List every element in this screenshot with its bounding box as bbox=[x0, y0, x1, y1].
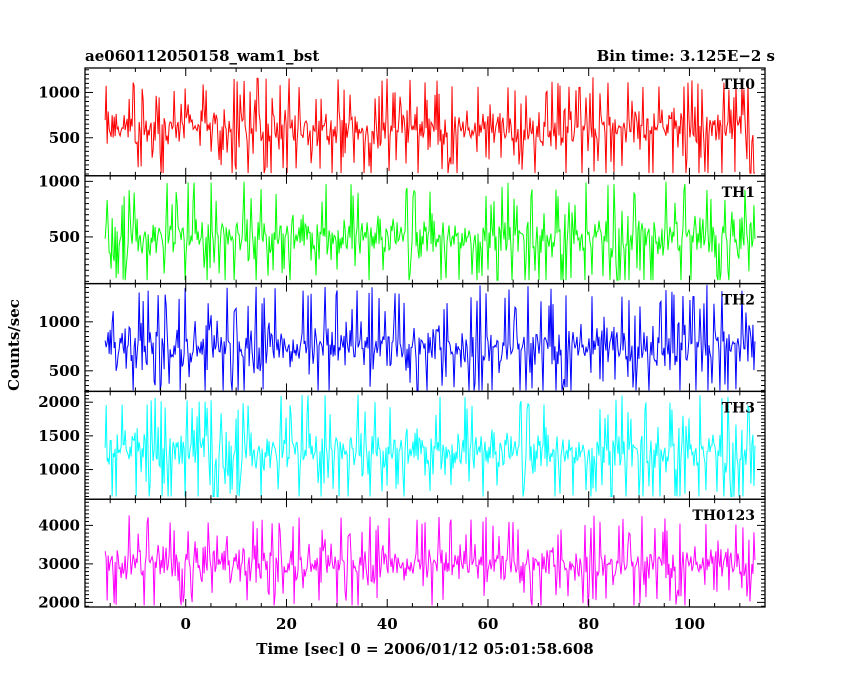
panel-frame bbox=[84, 282, 766, 393]
x-tick-label: 80 bbox=[578, 615, 599, 633]
x-tick-label: 40 bbox=[377, 615, 398, 633]
series-trace-th0 bbox=[104, 77, 755, 174]
y-tick-label: 1000 bbox=[38, 313, 80, 331]
panel-th0123: 2000 3000 4000 TH0123 bbox=[38, 498, 766, 611]
y-tick-label: 500 bbox=[49, 129, 80, 147]
panel-label: TH1 bbox=[722, 185, 755, 201]
y-tick-label: 1000 bbox=[38, 83, 80, 101]
x-tick-label: 60 bbox=[478, 615, 499, 633]
series-trace-th1 bbox=[104, 181, 756, 281]
panel-th3: 1000 1500 2000 TH3 bbox=[38, 390, 766, 500]
x-tick-label: 100 bbox=[674, 615, 705, 633]
y-tick-label: 1000 bbox=[38, 172, 80, 190]
y-tick-label: 3000 bbox=[38, 555, 80, 573]
y-tick-label: 500 bbox=[49, 362, 80, 380]
bin-time-label: Bin time: 3.125E−2 s bbox=[597, 47, 775, 65]
x-tick-label: 20 bbox=[276, 615, 297, 633]
panel-th1: 500 1000 TH1 bbox=[38, 172, 766, 285]
panel-th2: 500 1000 TH2 bbox=[38, 282, 766, 393]
y-tick-label: 500 bbox=[49, 228, 80, 246]
panel-frame bbox=[84, 498, 766, 608]
y-tick-label: 2000 bbox=[38, 593, 80, 611]
panel-label: TH2 bbox=[722, 293, 755, 309]
panel-label: TH3 bbox=[722, 400, 755, 416]
series-trace-th3 bbox=[104, 394, 756, 497]
y-tick-label: 1000 bbox=[38, 461, 80, 479]
y-axis-label: Counts/sec bbox=[5, 299, 23, 391]
series-trace-th0123 bbox=[104, 515, 756, 606]
panel-th0: 500 1000 TH0 bbox=[38, 67, 766, 177]
y-tick-label: 2000 bbox=[38, 393, 80, 411]
chart-title: ae060112050158_wam1_bst bbox=[85, 47, 319, 65]
panels-group: 500 1000 TH0 500 1000 TH1 500 1000 TH2 1000 1500 20… bbox=[38, 67, 766, 611]
y-tick-label: 4000 bbox=[38, 516, 80, 534]
y-tick-label: 1500 bbox=[38, 427, 80, 445]
series-trace-th2 bbox=[104, 284, 756, 391]
x-axis: 0 20 40 60 80 100 bbox=[181, 615, 706, 633]
panel-label: TH0123 bbox=[692, 508, 755, 524]
x-axis-label: Time [sec] 0 = 2006/01/12 05:01:58.608 bbox=[256, 640, 593, 658]
x-tick-label: 0 bbox=[181, 615, 191, 633]
panel-label: TH0 bbox=[722, 77, 756, 93]
